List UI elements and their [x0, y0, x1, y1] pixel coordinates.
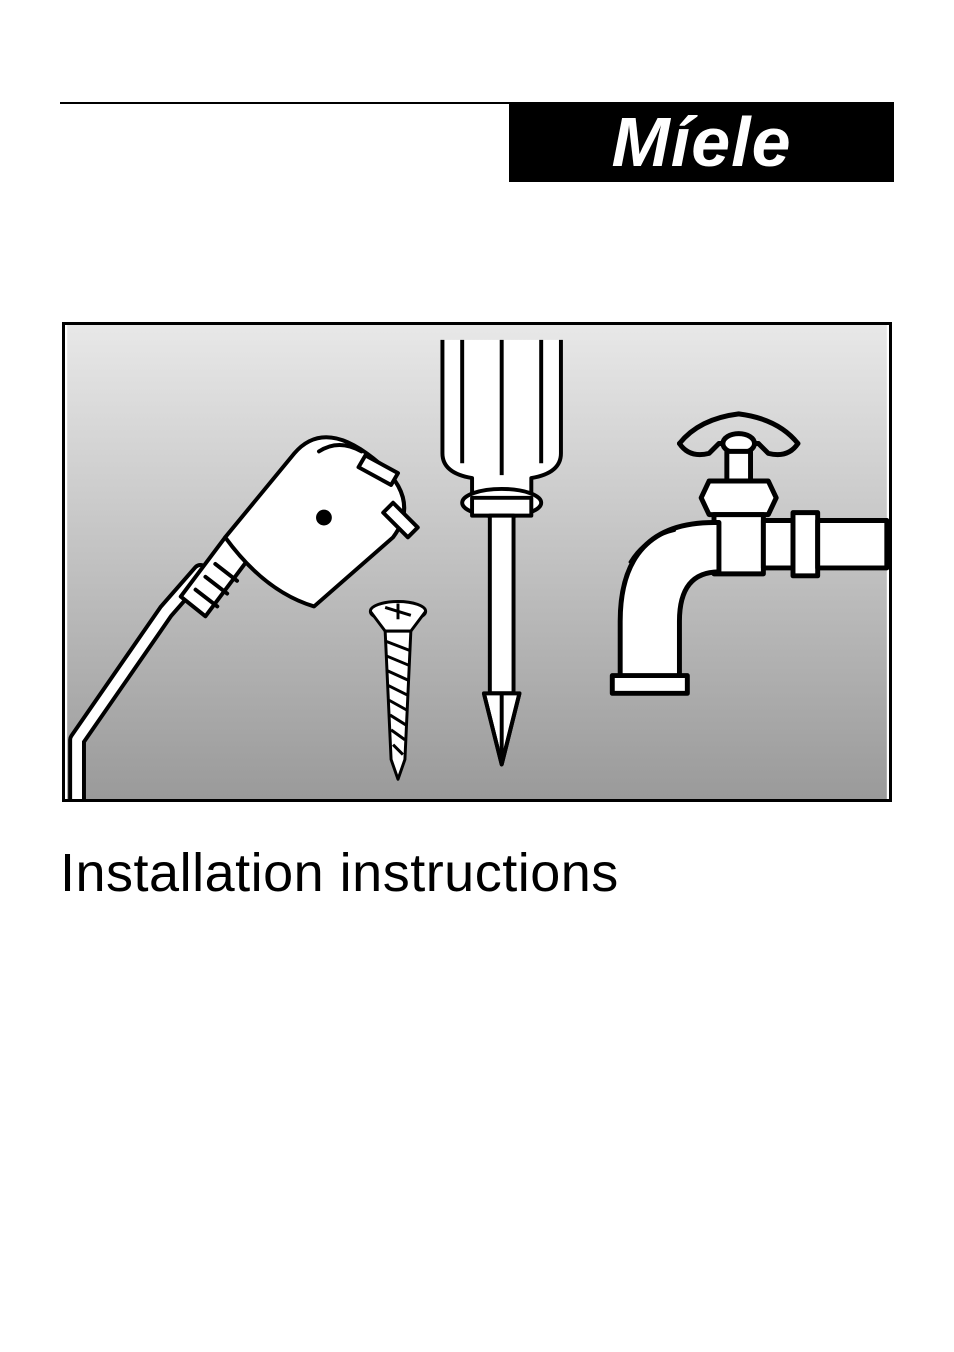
- document-page: Míele: [0, 0, 954, 1352]
- illustration-container: [60, 322, 894, 802]
- brand-logo: Míele: [509, 102, 894, 182]
- brand-logo-text: Míele: [611, 102, 791, 182]
- page-title: Installation instructions: [60, 842, 894, 904]
- installation-tools-illustration: [62, 322, 892, 802]
- header: Míele: [60, 102, 894, 192]
